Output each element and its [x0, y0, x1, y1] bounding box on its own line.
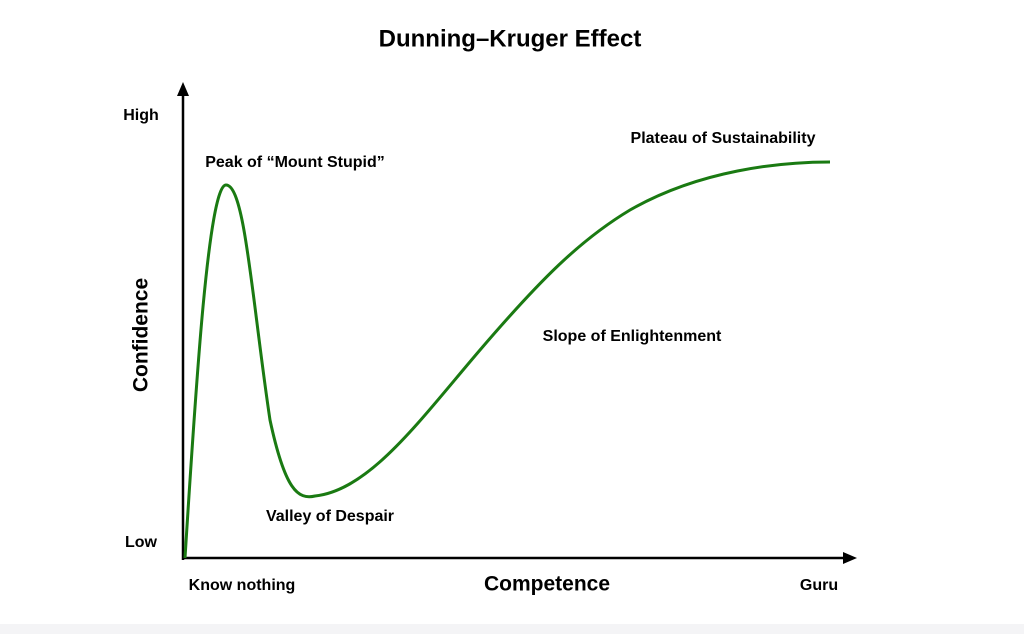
title: Dunning–Kruger Effect — [379, 25, 642, 52]
bottom-strip — [0, 624, 1024, 634]
annotation: Valley of Despair — [266, 508, 394, 525]
y-axis-title: Confidence — [130, 278, 153, 392]
x-start: Know nothing — [189, 577, 296, 594]
annotation: Peak of “Mount Stupid” — [205, 154, 385, 171]
x-arrow — [843, 552, 857, 564]
x-end: Guru — [800, 577, 838, 594]
y-arrow — [177, 82, 189, 96]
curve — [183, 160, 831, 559]
annotation: Plateau of Sustainability — [631, 130, 816, 147]
x-axis-title: Competence — [484, 573, 610, 596]
y-high: High — [123, 107, 159, 124]
annotation: Slope of Enlightenment — [543, 328, 722, 345]
y-low: Low — [125, 534, 158, 551]
